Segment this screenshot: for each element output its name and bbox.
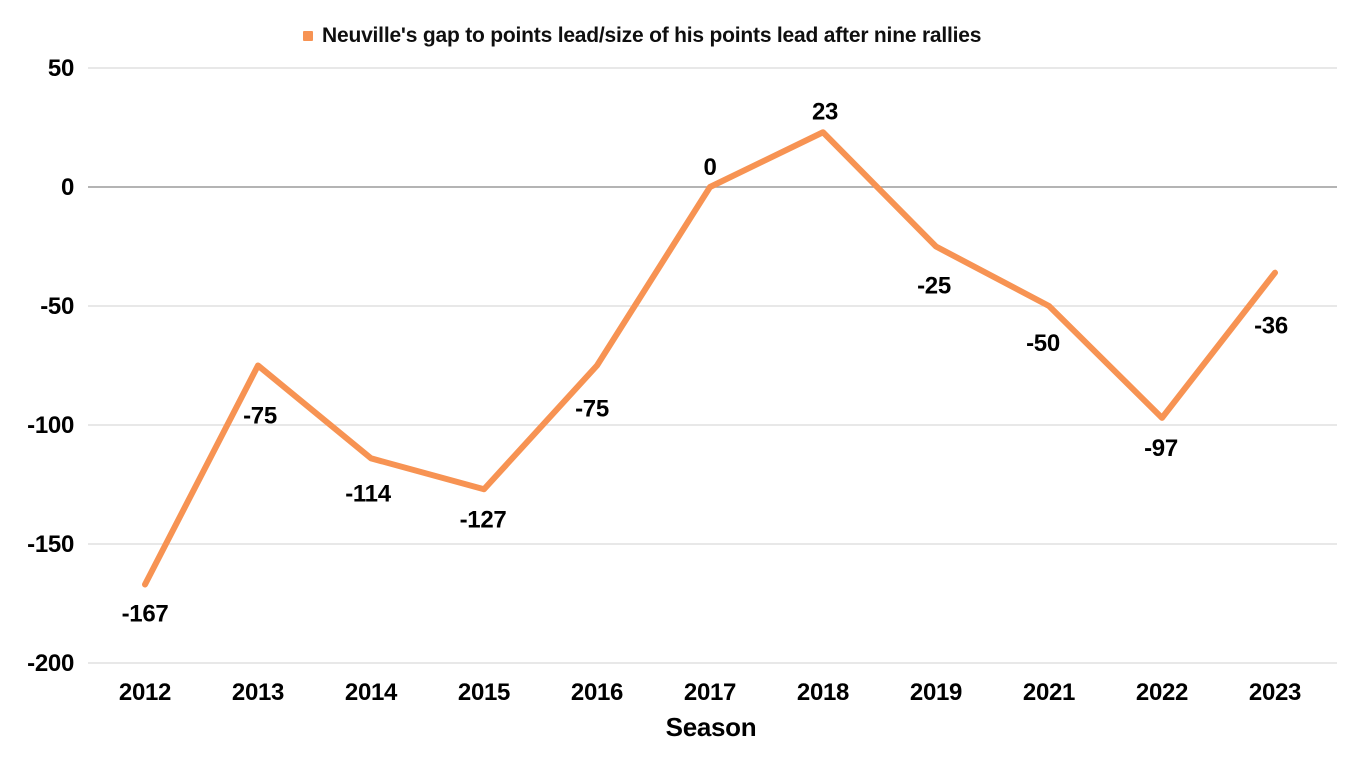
data-point-label: -75 xyxy=(575,396,609,423)
data-point-label: -50 xyxy=(1026,330,1060,357)
data-point-label: 0 xyxy=(703,154,716,181)
x-tick-label: 2021 xyxy=(1023,679,1075,706)
y-tick-label: -200 xyxy=(27,650,74,677)
data-point-label: -25 xyxy=(917,273,951,300)
data-point-label: -75 xyxy=(243,403,277,430)
y-tick-label: 50 xyxy=(48,55,74,82)
legend-label: Neuville's gap to points lead/size of hi… xyxy=(322,24,982,47)
data-line xyxy=(142,129,1278,588)
x-tick-label: 2013 xyxy=(232,679,284,706)
data-point-label: -114 xyxy=(345,480,391,507)
data-point-label: -97 xyxy=(1144,435,1178,462)
x-tick-label: 2019 xyxy=(910,679,962,706)
data-point-label: -36 xyxy=(1254,313,1288,340)
x-tick-label: 2012 xyxy=(119,679,171,706)
y-tick-label: -150 xyxy=(27,531,74,558)
data-point-label: -127 xyxy=(460,506,507,533)
data-point-label: 23 xyxy=(812,98,838,125)
y-tick-label: -100 xyxy=(27,412,74,439)
x-tick-label: 2014 xyxy=(345,679,398,706)
x-tick-label: 2017 xyxy=(684,679,736,706)
x-axis-title: Season xyxy=(666,712,757,742)
legend-swatch-icon xyxy=(303,31,313,41)
y-tick-label: 0 xyxy=(61,174,74,201)
x-tick-label: 2023 xyxy=(1249,679,1301,706)
chart-legend: Neuville's gap to points lead/size of hi… xyxy=(303,24,981,48)
x-tick-label: 2018 xyxy=(797,679,849,706)
data-point-label: -167 xyxy=(122,600,169,627)
x-tick-label: 2016 xyxy=(571,679,623,706)
y-tick-label: -50 xyxy=(40,293,74,320)
x-tick-label: 2015 xyxy=(458,679,510,706)
x-tick-label: 2022 xyxy=(1136,679,1188,706)
